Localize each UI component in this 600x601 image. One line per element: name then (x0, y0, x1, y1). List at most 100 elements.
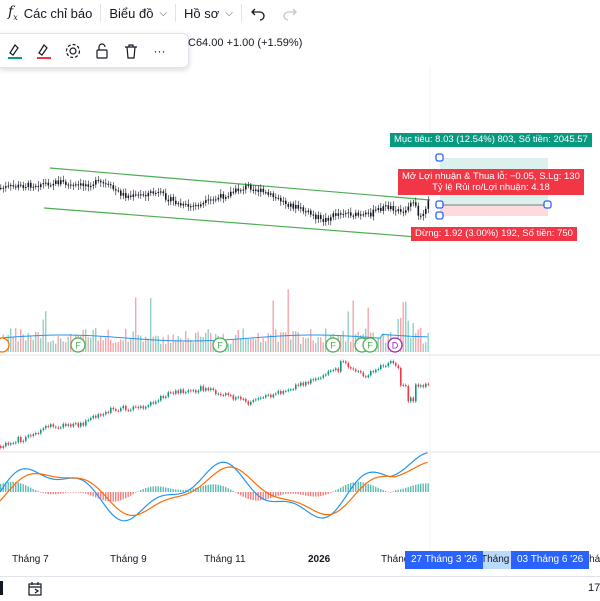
candle-body (347, 362, 350, 368)
candle-body (142, 406, 145, 409)
histogram-bar (65, 492, 67, 493)
histogram-bar (92, 492, 94, 497)
histogram-bar (387, 491, 389, 493)
stop-handle[interactable] (435, 211, 444, 220)
candle-body (2, 187, 5, 189)
histogram-bar (242, 492, 244, 497)
histogram-bar (385, 490, 387, 492)
volume-bar (197, 331, 199, 352)
histogram-bar (215, 484, 217, 492)
more-button[interactable]: ··· (145, 34, 174, 67)
histogram-bar (35, 490, 37, 492)
line-color-button[interactable] (0, 34, 29, 67)
delete-button[interactable] (116, 34, 145, 67)
candle-body (317, 215, 320, 220)
range-end-label[interactable]: 03 Tháng 6 '26 (511, 551, 590, 569)
candle-body (282, 391, 285, 394)
volume-bar (67, 336, 69, 352)
candle-body (155, 193, 157, 195)
event-marker-f[interactable]: F (325, 337, 341, 353)
candle-body (335, 368, 337, 371)
event-marker-f[interactable]: F (70, 337, 86, 353)
chevron-down-icon: ⌵ (225, 7, 233, 19)
histogram-bar (372, 485, 374, 492)
candle-body (395, 210, 397, 212)
candle-body (375, 209, 377, 211)
redo-button[interactable] (274, 0, 306, 26)
histogram-bar (190, 489, 192, 492)
fill-color-button[interactable] (29, 34, 58, 67)
candle-body (145, 406, 147, 409)
candle-body (52, 424, 55, 427)
candle-body (262, 397, 265, 399)
candle-body (42, 183, 45, 185)
histogram-bar (310, 492, 312, 497)
candle-body (242, 189, 245, 191)
event-marker-d[interactable]: D (387, 337, 403, 353)
candle-body (330, 217, 332, 221)
candle-body (45, 182, 47, 184)
candle-body (120, 408, 122, 411)
settings-button[interactable] (58, 34, 87, 67)
histogram-bar (120, 492, 122, 501)
volume-bar (55, 343, 57, 352)
indicators-button[interactable]: fx Các chỉ báo (0, 0, 100, 26)
lock-button[interactable] (87, 34, 116, 67)
candle-body (22, 440, 25, 442)
candle-body (105, 411, 107, 415)
target-handle[interactable] (435, 153, 444, 162)
histogram-bar (327, 492, 329, 494)
histogram-bar (197, 487, 199, 492)
candle-body (352, 215, 355, 217)
range-start-label[interactable]: 27 Tháng 3 '26 (405, 551, 484, 569)
candle-body (230, 395, 232, 397)
histogram-bar (252, 492, 254, 501)
candle-body (257, 189, 260, 192)
candle-body (345, 361, 347, 363)
volume-bar (232, 339, 234, 352)
histogram-bar (0, 483, 2, 492)
histogram-bar (135, 492, 137, 493)
histogram-bar (147, 487, 149, 492)
candle-body (317, 378, 320, 380)
marker-letter: F (367, 341, 373, 351)
channel-upper-line[interactable] (49, 167, 431, 201)
width-handle[interactable] (543, 200, 552, 209)
event-marker-f[interactable]: F (362, 337, 378, 353)
volume-bar (30, 336, 32, 352)
volume-bar (247, 339, 249, 352)
candle-body (192, 390, 195, 392)
candle-body (222, 395, 225, 397)
candle-body (125, 193, 127, 198)
candle-body (405, 384, 407, 387)
event-marker-f[interactable]: F (212, 337, 228, 353)
candle-body (307, 381, 310, 384)
candle-body (87, 184, 90, 187)
channel-lower-line[interactable] (43, 207, 431, 239)
event-marker[interactable] (0, 337, 10, 353)
undo-button[interactable] (242, 0, 274, 26)
volume-bar (175, 340, 177, 352)
candle-body (370, 371, 372, 376)
entry-handle[interactable] (435, 200, 444, 209)
date-range-icon[interactable] (27, 581, 43, 597)
profile-menu-button[interactable]: Hồ sơ ⌵ (176, 0, 241, 26)
volume-bar (320, 337, 322, 352)
candle-body (237, 188, 240, 192)
candle-body (402, 211, 405, 213)
gear-icon (65, 43, 80, 58)
candle-body (112, 185, 115, 190)
scroll-indicator (0, 581, 3, 595)
candle-body (382, 206, 385, 211)
volume-bar (282, 331, 284, 352)
candle-body (25, 436, 27, 441)
candle-body (392, 205, 395, 211)
volume-bar (157, 336, 159, 352)
histogram-bar (175, 489, 177, 492)
pnl-label: Mở Lợi nhuận & Thua lỗ: −0.05, S.Lg: 130 (402, 171, 580, 182)
chart-menu-button[interactable]: Biểu đồ ⌵ (101, 0, 175, 26)
time-axis-label: Tháng 11 (204, 554, 246, 565)
candle-body (62, 423, 65, 428)
marker-letter: F (75, 341, 81, 351)
candle-body (162, 191, 165, 194)
